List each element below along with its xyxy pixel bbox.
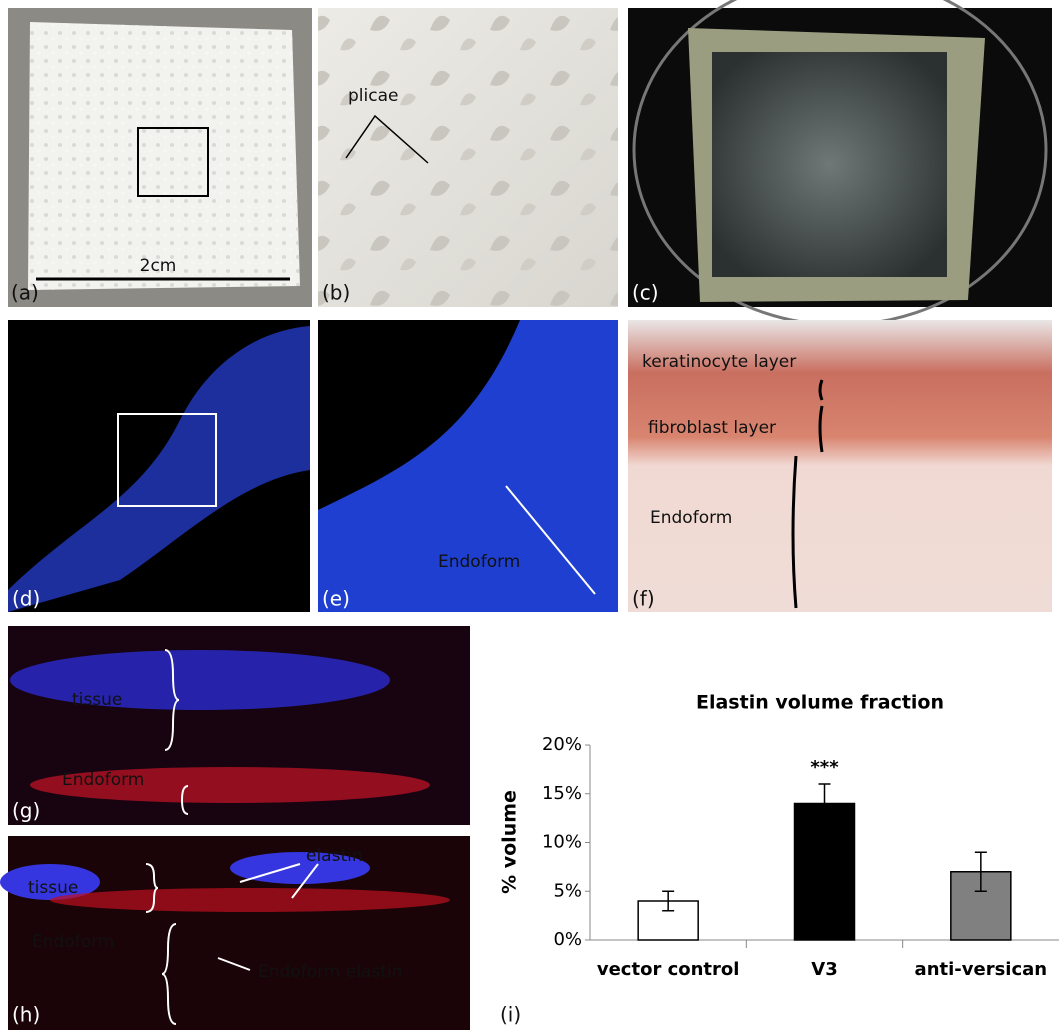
scaffold-texture [28, 22, 300, 290]
annotation: keratinocyte layer [642, 352, 796, 372]
bar [795, 804, 855, 941]
annotation: elastin [306, 846, 363, 866]
panel-label: (c) [632, 281, 659, 305]
annotation: tissue [72, 690, 122, 710]
annotation: plicae [348, 86, 398, 106]
panel-label: (b) [322, 281, 350, 305]
plicae-texture [318, 8, 618, 307]
annotation: Endoform [62, 770, 144, 790]
construct-center [712, 52, 947, 277]
x-tick-label: V3 [811, 959, 837, 980]
panel-h: tissue elastin Endoform Endoform elastin… [0, 836, 470, 1030]
annotation: Endoform [650, 508, 732, 528]
x-tick-label: anti-versican [915, 959, 1048, 980]
scale-label: 2cm [140, 256, 177, 276]
chart-title: Elastin volume fraction [696, 692, 944, 714]
panel-g: tissue Endoform (g) [8, 626, 470, 825]
panel-label: (a) [11, 281, 39, 305]
panel-label: (e) [322, 587, 350, 611]
panel-e: Endoform (e) [318, 320, 618, 612]
annotation: Endoform [32, 932, 114, 952]
panel-d: (d) [8, 320, 310, 612]
annotation: tissue [28, 878, 78, 898]
y-axis-label: % volume [499, 790, 521, 894]
y-tick-label: 0% [553, 929, 582, 950]
panel-b: plicae (b) [318, 8, 618, 307]
elastin-band [50, 888, 450, 912]
panel-label: (d) [12, 587, 40, 611]
x-tick-label: vector control [597, 959, 740, 980]
panel-label: (g) [12, 799, 40, 823]
annotation: fibroblast layer [648, 418, 776, 438]
panel-label: (i) [500, 1003, 521, 1027]
panel-label: (f) [632, 587, 655, 611]
tissue [10, 650, 390, 710]
significance: *** [810, 757, 839, 778]
figure: 2cm (a) plicae (b) (c) (d) Endoform (e) … [0, 0, 1059, 1036]
panel-f: keratinocyte layer fibroblast layer Endo… [628, 320, 1052, 612]
panel-c: (c) [628, 0, 1052, 325]
panel-i: Elastin volume fraction % volume (i) 0% 5… [499, 692, 1059, 1027]
y-tick-label: 10% [542, 832, 582, 853]
y-tick-label: 5% [553, 880, 582, 901]
panel-label: (h) [12, 1003, 40, 1027]
y-tick-label: 20% [542, 734, 582, 755]
annotation: Endoform [438, 552, 520, 572]
y-tick-label: 15% [542, 783, 582, 804]
panel-a: 2cm (a) [8, 8, 312, 307]
annotation: Endoform elastin [258, 962, 402, 982]
